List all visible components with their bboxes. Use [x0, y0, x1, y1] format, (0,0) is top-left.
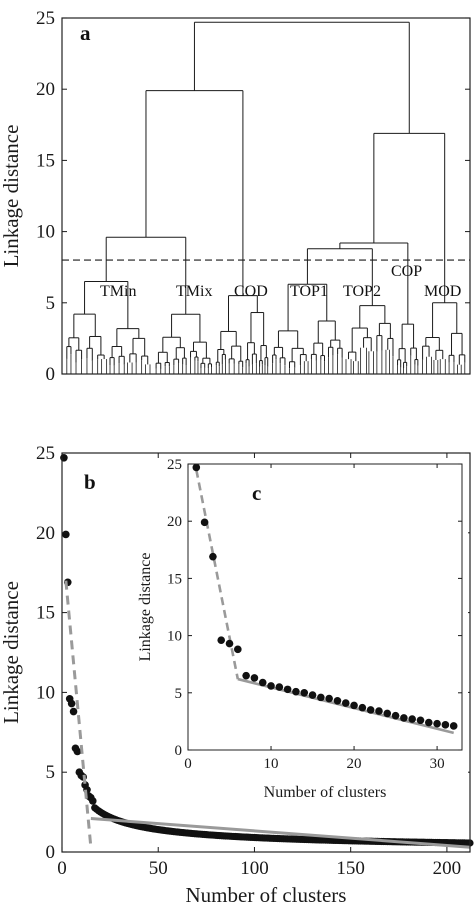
- y-tick-label: 0: [46, 842, 56, 863]
- data-point: [292, 687, 300, 696]
- data-point: [275, 683, 284, 691]
- y-tick-label: 15: [167, 571, 182, 587]
- cluster-label: TMix: [176, 283, 212, 300]
- cluster-label: COP: [391, 263, 422, 280]
- data-point: [341, 699, 350, 707]
- data-point: [400, 714, 408, 722]
- scatter-c-y-axis-label: Linkage distance: [137, 553, 154, 662]
- data-point: [441, 721, 450, 729]
- y-tick-label: 20: [36, 523, 55, 544]
- data-point: [333, 697, 342, 705]
- scatter-c-ticks: 0 5 10 15 20 25 0 10 20 30: [167, 457, 462, 772]
- data-point: [60, 453, 68, 462]
- cluster-label: TOP1: [290, 283, 328, 300]
- data-point: [225, 639, 234, 648]
- data-point: [234, 645, 242, 654]
- y-tick-label: 10: [36, 222, 55, 243]
- dendrogram-frame: [61, 17, 471, 375]
- scatter-b-frame: [61, 452, 471, 853]
- x-tick-label: 0: [184, 756, 192, 772]
- scatter-b-y-axis-label: Linkage distance: [0, 581, 23, 724]
- y-tick-label: 20: [167, 514, 182, 530]
- y-tick-label: 25: [167, 457, 182, 473]
- x-tick-label: 20: [347, 756, 362, 772]
- y-tick-label: 0: [175, 743, 183, 759]
- scatter-b-plot-area: [60, 453, 474, 849]
- scatter-c-plot-area: [192, 463, 458, 735]
- data-point: [308, 691, 317, 699]
- data-point: [317, 693, 325, 702]
- y-tick-label: 20: [36, 79, 55, 100]
- y-tick-label: 0: [46, 364, 56, 385]
- data-point: [325, 694, 333, 703]
- data-point: [375, 707, 383, 715]
- data-point: [358, 703, 367, 712]
- data-point: [424, 718, 433, 727]
- data-point: [88, 797, 97, 805]
- panel-label-a: a: [80, 21, 91, 45]
- data-point: [267, 682, 275, 690]
- y-tick-label: 5: [175, 686, 183, 702]
- data-point: [209, 552, 217, 561]
- y-tick-label: 10: [167, 629, 182, 645]
- dendrogram-y-ticks: 0 5 10 15 20 25: [36, 8, 470, 385]
- data-point: [391, 711, 400, 720]
- scatter-c-frame: [187, 463, 463, 751]
- data-point: [433, 719, 441, 728]
- data-point: [217, 636, 226, 644]
- scatter-b-x-axis-label: Number of clusters: [186, 883, 347, 905]
- data-point: [300, 689, 309, 697]
- scatter-panel-c-inset: 0 5 10 15 20 25 0 10 20 30 Linkage distance Numbe…: [120, 457, 468, 810]
- x-tick-label: 200: [433, 858, 462, 879]
- cluster-label: TOP2: [343, 283, 381, 300]
- panel-label-c: c: [252, 481, 261, 505]
- fit-line-dashed: [195, 469, 240, 680]
- cluster-label: COD: [234, 283, 268, 300]
- x-tick-label: 100: [240, 858, 269, 879]
- x-tick-label: 50: [149, 858, 168, 879]
- y-tick-label: 10: [36, 682, 55, 703]
- panel-label-b: b: [84, 470, 96, 494]
- data-point: [416, 716, 425, 725]
- data-point: [67, 699, 76, 708]
- scatter-c-x-axis-label: Number of clusters: [264, 784, 387, 801]
- y-tick-label: 5: [46, 293, 56, 314]
- fit-line-dashed: [64, 580, 93, 848]
- data-point: [69, 707, 78, 716]
- y-tick-label: 15: [36, 603, 55, 624]
- x-tick-label: 0: [57, 858, 67, 879]
- data-point: [242, 671, 250, 680]
- data-point: [62, 530, 70, 539]
- data-point: [200, 518, 209, 527]
- data-point: [258, 678, 267, 687]
- data-point: [283, 685, 292, 694]
- data-point: [73, 747, 82, 756]
- cluster-label: MOD: [424, 283, 461, 300]
- data-point: [250, 674, 259, 682]
- x-tick-label: 30: [430, 756, 445, 772]
- y-tick-label: 25: [36, 443, 55, 464]
- data-point: [192, 463, 201, 472]
- fit-line-solid: [90, 816, 471, 849]
- inset-background: [120, 458, 468, 810]
- y-tick-label: 25: [36, 8, 55, 29]
- x-tick-label: 150: [336, 858, 365, 879]
- dendrogram-y-axis-label: Linkage distance: [0, 125, 23, 268]
- y-tick-label: 15: [36, 150, 55, 171]
- cluster-label: TMin: [100, 283, 136, 300]
- x-tick-label: 10: [264, 756, 279, 772]
- data-point: [449, 722, 458, 730]
- y-tick-label: 5: [46, 762, 56, 783]
- data-point: [383, 709, 392, 718]
- data-point: [408, 715, 416, 723]
- data-point: [366, 706, 375, 714]
- data-point: [350, 701, 358, 710]
